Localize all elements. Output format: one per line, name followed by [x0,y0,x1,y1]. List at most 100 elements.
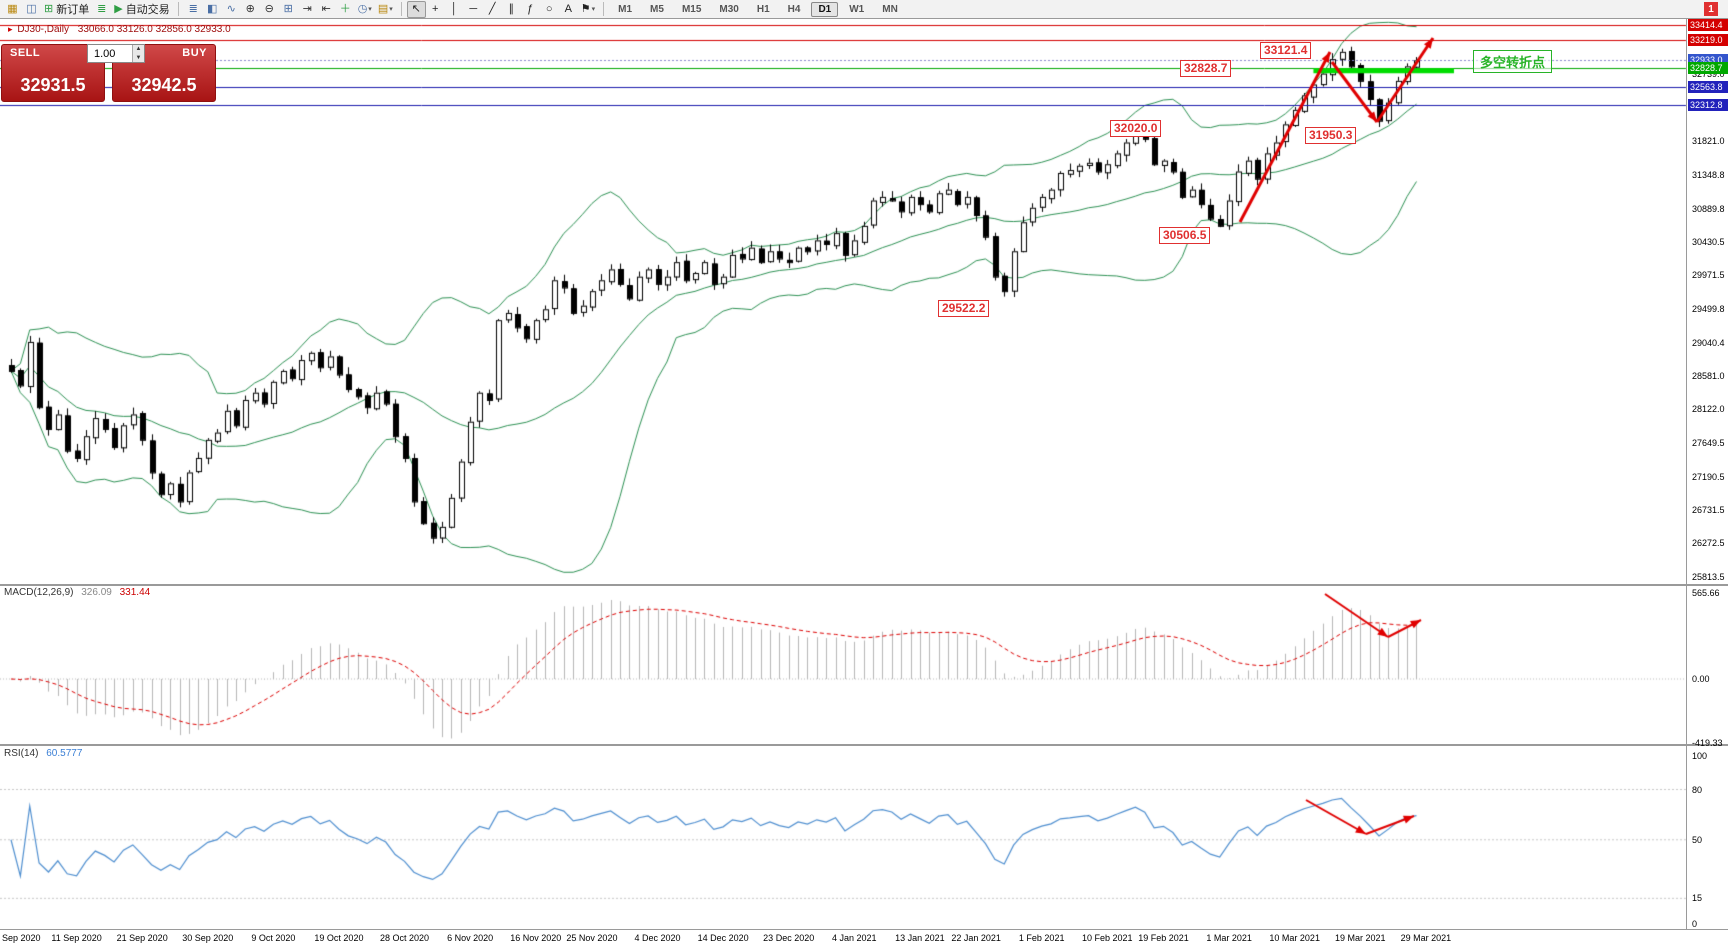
text-icon[interactable]: A [559,1,578,18]
price-annotation[interactable]: 31950.3 [1305,127,1357,144]
date-label: 10 Feb 2021 [1082,933,1133,943]
volume-up-icon[interactable]: ▲ [133,45,144,54]
arrows-icon[interactable]: ⚑ ▾ [578,1,598,18]
timeframe-MN[interactable]: MN [882,3,898,15]
timeframe-M30[interactable]: M30 [719,3,739,15]
macd-name: MACD(12,26,9) [4,587,74,598]
date-label: 28 Oct 2020 [380,933,430,943]
rsi-panel-separator[interactable] [0,744,1728,746]
volume-down-icon[interactable]: ▼ [133,53,144,62]
trendline-icon[interactable]: ╱ [483,1,502,18]
line-chart-icon[interactable]: ∿ [222,1,241,18]
zoom-in-icon[interactable]: ⊕ [241,1,260,18]
chart-profiles-icon[interactable]: ◫ [22,1,41,18]
buy-price: 32942.5 [131,75,197,95]
timeframe-W1[interactable]: W1 [849,3,865,15]
buy-button[interactable]: BUY 32942.5 [112,44,216,102]
buy-label: BUY [182,47,207,59]
bar-chart-icon-glyph: ≣ [188,2,198,15]
rsi-value: 60.5777 [46,748,83,759]
fibonacci-icon[interactable]: ƒ [521,1,540,18]
volume-value: 1.00 [94,47,116,60]
candlestick-chart-icon[interactable]: ◧ [203,1,222,18]
rsi-label: RSI(14) 60.5777 [4,748,82,759]
toolbar-separator [603,2,605,16]
macd-panel-separator[interactable] [0,584,1728,586]
auto-trading-button[interactable]: ▶ 自动交易 [111,1,172,18]
auto-scroll-icon[interactable]: ⇥ [298,1,317,18]
new-chart-icon[interactable]: ▦ [3,1,22,18]
periods-icon[interactable]: ◷ ▾ [355,1,375,18]
timeframe-D1[interactable]: D1 [811,1,839,17]
timeframe-M1[interactable]: M1 [618,3,633,15]
indicators-icon-glyph: ＋ [339,2,351,15]
templates-icon-glyph: ▤ [377,2,389,15]
timeframe-H4[interactable]: H4 [787,3,801,15]
chart-shift-icon[interactable]: ⇤ [317,1,336,18]
timeframe-M5[interactable]: M5 [650,3,664,15]
volume-spinner[interactable]: ▲ ▼ [132,45,144,62]
tile-windows-icon[interactable]: ⊞ [279,1,298,18]
cursor-icon-glyph: ↖ [411,2,421,15]
fibonacci-icon-glyph: ƒ [527,2,534,15]
vertical-line-icon[interactable]: │ [445,1,464,18]
indicator-list-icon[interactable]: ≣ [92,1,111,18]
date-label: 19 Feb 2021 [1138,933,1189,943]
date-label: 22 Jan 2021 [951,933,1001,943]
price-annotation[interactable]: 30506.5 [1159,227,1211,244]
chart-profiles-icon-glyph: ◫ [26,2,37,15]
crosshair-icon[interactable]: + [426,1,445,18]
date-label: 4 Jan 2021 [832,933,877,943]
bar-chart-icon[interactable]: ≣ [184,1,203,18]
indicators-icon[interactable]: ＋ [336,1,355,18]
sell-price: 32931.5 [20,75,86,95]
cursor-icon[interactable]: ↖ [406,0,426,18]
price-annotation[interactable]: 33121.4 [1260,42,1312,59]
shapes-icon-glyph: ○ [545,2,553,15]
price-scale-border [1686,19,1687,929]
auto-trading-glyph: ▶ [114,2,123,15]
date-label: 6 Nov 2020 [447,933,494,943]
zoom-out-icon[interactable]: ⊖ [260,1,279,18]
auto-scroll-icon-glyph: ⇥ [302,2,312,15]
date-label: 30 Sep 2020 [182,933,234,943]
templates-icon[interactable]: ▤ ▾ [375,1,396,18]
chart-title: ▸ DJ30-,Daily 33066.0 33126.0 32856.0 32… [8,24,231,35]
text-icon-glyph: A [564,2,572,15]
macd-label: MACD(12,26,9) 326.09 331.44 [4,587,150,598]
timeframe-M15[interactable]: M15 [681,3,702,15]
date-label: 16 Nov 2020 [510,933,562,943]
new-order-button-label: 新订单 [56,4,90,16]
shapes-icon[interactable]: ○ [540,1,559,18]
date-label: 1 Feb 2021 [1018,933,1065,943]
new-order-button[interactable]: ⊞ 新订单 [41,1,92,18]
new-order-glyph: ⊞ [44,2,54,15]
arrows-icon-caret-icon: ▾ [591,6,596,13]
date-label: 19 Oct 2020 [314,933,364,943]
channel-icon[interactable]: ∥ [502,1,521,18]
candlestick-chart-icon-glyph: ◧ [206,2,218,15]
date-label: 10 Mar 2021 [1269,933,1320,943]
price-annotation[interactable]: 32020.0 [1110,120,1162,137]
ohlc-values: 33066.0 33126.0 32856.0 32933.0 [77,24,231,35]
date-label: 23 Dec 2020 [763,933,815,943]
turning-point-label[interactable]: 多空转折点 [1473,50,1553,73]
notification-badge[interactable]: 1 [1704,2,1718,16]
price-annotation[interactable]: 29522.2 [938,300,990,317]
price-annotation[interactable]: 32828.7 [1180,60,1232,77]
date-label: 11 Sep 2020 [51,933,102,943]
symbol-marker-icon: ▸ [8,24,13,34]
sell-label: SELL [10,47,41,59]
macd-signal-value: 331.44 [119,587,151,598]
date-label: 29 Mar 2021 [1400,933,1452,943]
date-axis[interactable]: Sep 2020 11 Sep 2020 21 Sep 2020 30 Sep 202… [0,929,1728,946]
macd-value: 326.09 [81,587,112,598]
rsi-name: RSI(14) [4,748,39,759]
timeframe-H1[interactable]: H1 [756,3,770,15]
volume-input[interactable]: 1.00 ▲ ▼ [87,44,145,63]
zoom-in-icon-glyph: ⊕ [245,2,255,15]
toolbar-separator [177,2,179,16]
horizontal-line-icon[interactable]: ─ [464,1,483,18]
